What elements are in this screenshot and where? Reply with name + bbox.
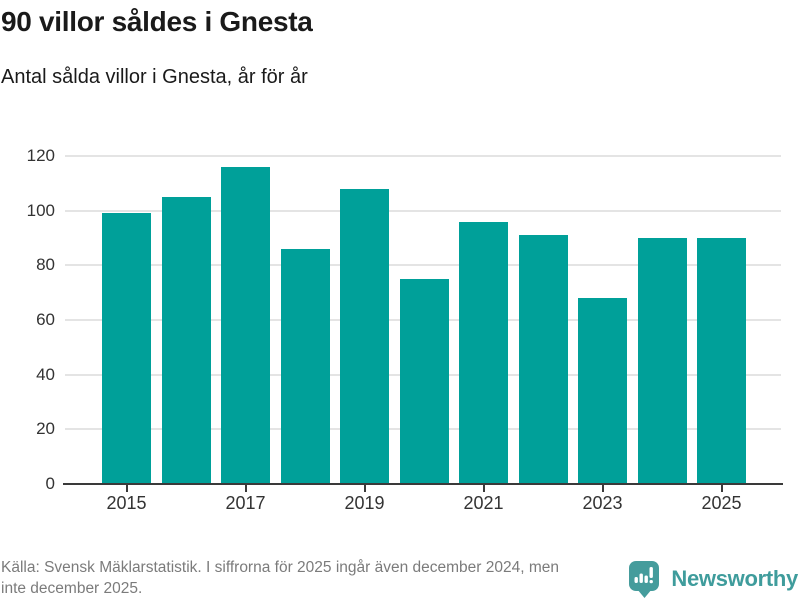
bar-2017 [221, 166, 270, 484]
y-tick-label-80: 80 [36, 255, 55, 275]
x-tick-mark-2015 [125, 485, 128, 492]
bar-2022 [518, 235, 568, 484]
x-tick-label-2025: 2025 [701, 493, 742, 513]
y-tick-label-0: 0 [45, 474, 55, 493]
gridline-100 [65, 209, 781, 212]
x-tick-mark-2021 [482, 485, 485, 492]
x-tick-label-2023: 2023 [582, 493, 623, 513]
bar-2021 [459, 221, 508, 484]
y-tick-label-20: 20 [36, 419, 55, 439]
bar-2024 [637, 238, 687, 484]
bar-2020 [399, 279, 449, 484]
chart-title: 90 villor såldes i Gnesta [1, 6, 313, 37]
bar-2015 [102, 213, 151, 484]
bar-2019 [340, 188, 389, 484]
source-note-line2: inte december 2025. [1, 580, 143, 597]
x-tick-label-2019: 2019 [344, 493, 385, 513]
bar-2023 [578, 298, 627, 484]
source-note-line1: Källa: Svensk Mäklarstatistik. I siffror… [1, 559, 559, 576]
chart-subtitle: Antal sålda villor i Gnesta, år för år [1, 66, 308, 88]
x-tick-label-2021: 2021 [463, 493, 504, 513]
x-tick-mark-2025 [720, 485, 723, 492]
newsworthy-wordmark: Newsworthy [671, 566, 798, 591]
x-tick-label-2017: 2017 [225, 493, 266, 513]
y-tick-label-60: 60 [36, 310, 55, 329]
y-tick-label-120: 120 [26, 146, 55, 165]
bar-2018 [280, 248, 330, 484]
gridline-80 [65, 264, 781, 267]
x-tick-label-2015: 2015 [106, 493, 147, 513]
source-note: Källa: Svensk Mäklarstatistik. I siffror… [1, 557, 559, 599]
gridline-0 [63, 483, 783, 485]
y-tick-label-40: 40 [36, 364, 55, 384]
newsworthy-logo: Newsworthy [628, 560, 798, 598]
bar-2016 [161, 197, 211, 484]
x-tick-mark-2017 [244, 485, 247, 492]
x-tick-mark-2023 [601, 485, 604, 492]
newsworthy-chart-bubble-icon [629, 561, 660, 598]
y-tick-label-100: 100 [26, 200, 55, 220]
bar-2025 [697, 238, 746, 484]
x-tick-mark-2019 [363, 485, 366, 492]
gridline-120 [65, 155, 781, 157]
bar-chart-plot-area: 0 20 40 60 80 100 120 2015 2017 2019 2021 2023 2025 [27, 146, 783, 513]
